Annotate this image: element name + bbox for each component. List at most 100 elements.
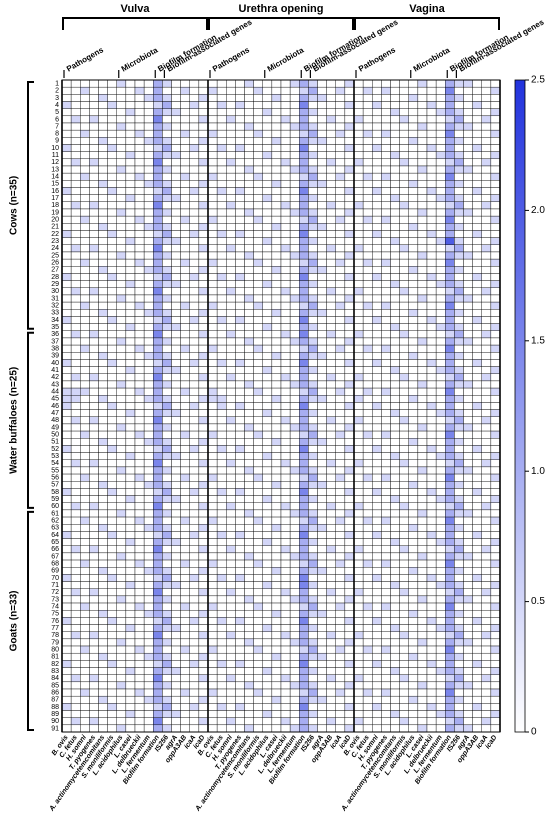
cell — [353, 695, 364, 704]
cell — [472, 674, 482, 683]
cell — [289, 595, 300, 604]
row-label: 82 — [51, 661, 59, 668]
cell — [98, 395, 108, 403]
cell — [207, 667, 218, 675]
cell — [472, 524, 482, 532]
cell — [344, 581, 355, 589]
cell — [235, 581, 245, 589]
cell — [125, 724, 136, 733]
cell — [399, 466, 409, 475]
cell — [226, 609, 236, 618]
cell — [280, 251, 291, 260]
cell — [189, 230, 200, 238]
cell — [280, 445, 291, 453]
cell — [280, 552, 291, 561]
cell — [143, 172, 154, 181]
cell — [143, 395, 154, 403]
cell — [171, 624, 181, 632]
cell — [89, 524, 99, 532]
cell — [171, 652, 181, 661]
cell — [134, 395, 145, 403]
cell — [70, 251, 81, 260]
cell — [362, 438, 373, 446]
cell — [244, 129, 254, 138]
cell — [180, 552, 190, 561]
cell — [253, 488, 263, 496]
cell — [463, 509, 473, 518]
cell — [454, 674, 464, 683]
cell — [180, 144, 190, 152]
cell — [153, 151, 163, 160]
cell — [362, 660, 373, 668]
cell — [353, 108, 364, 117]
cell — [198, 258, 209, 267]
cell — [390, 258, 400, 267]
cell — [417, 380, 428, 389]
cell — [271, 660, 282, 668]
cell — [472, 574, 482, 582]
cell — [98, 459, 108, 468]
cell — [299, 488, 309, 496]
cell — [253, 237, 263, 245]
cell — [435, 473, 446, 482]
cell — [289, 330, 300, 339]
cell — [463, 344, 473, 353]
cell — [335, 581, 346, 589]
cell — [362, 509, 373, 518]
cell — [216, 108, 227, 117]
cell — [89, 559, 99, 568]
cell — [390, 688, 400, 697]
cell — [481, 115, 492, 124]
cell — [390, 660, 400, 668]
cell — [189, 258, 200, 267]
cell — [372, 452, 382, 460]
cell — [454, 287, 464, 296]
cell — [317, 273, 327, 281]
cell — [107, 352, 117, 360]
cell — [463, 617, 473, 625]
cell — [253, 473, 263, 482]
cell — [198, 208, 209, 217]
cell — [289, 144, 300, 152]
cell — [244, 617, 254, 625]
cell — [180, 416, 190, 425]
cell — [326, 316, 336, 324]
cell — [198, 194, 209, 203]
cell — [226, 481, 236, 489]
cell — [362, 502, 373, 511]
cell — [253, 602, 263, 611]
cell — [399, 652, 409, 661]
cell — [226, 287, 236, 296]
cell — [134, 187, 145, 195]
cell — [244, 524, 254, 532]
cell — [280, 652, 291, 661]
cell — [180, 652, 190, 661]
cell — [80, 531, 90, 539]
cell — [289, 395, 300, 403]
cell — [189, 273, 200, 281]
cell — [70, 122, 81, 131]
cell — [125, 101, 136, 109]
cell — [445, 531, 455, 539]
cell — [61, 538, 72, 546]
cell — [280, 624, 291, 632]
row-label: 57 — [51, 482, 59, 489]
cell — [153, 617, 163, 625]
cell — [472, 531, 482, 539]
cell — [326, 244, 336, 253]
cell — [463, 366, 473, 374]
cell — [116, 495, 127, 503]
cell — [89, 151, 99, 160]
cell — [308, 309, 318, 317]
cell — [490, 502, 501, 511]
cell — [162, 316, 172, 324]
cell — [344, 402, 355, 410]
cell — [481, 545, 492, 554]
cell — [481, 165, 492, 174]
cell — [326, 538, 336, 546]
cell — [372, 445, 382, 453]
cell — [198, 495, 209, 503]
cell — [189, 387, 200, 396]
cell — [344, 137, 355, 145]
cell — [344, 387, 355, 396]
